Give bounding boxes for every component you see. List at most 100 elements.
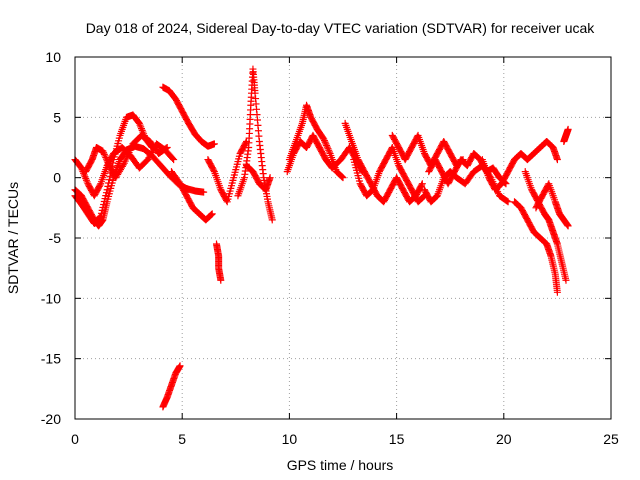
data-point <box>504 198 512 206</box>
data-point <box>99 203 107 211</box>
data-point <box>553 288 561 296</box>
x-tick-label: 5 <box>178 431 186 447</box>
data-point <box>210 166 218 174</box>
data-point <box>419 193 427 201</box>
x-tick-label: 25 <box>603 431 619 447</box>
data-point <box>322 140 330 148</box>
y-tick-label: 10 <box>45 49 61 65</box>
data-point <box>210 140 218 148</box>
y-tick-label: 5 <box>53 109 61 125</box>
data-point <box>101 195 109 203</box>
series-arc-g <box>213 240 225 284</box>
series-arc-o <box>350 144 428 206</box>
data-point <box>99 147 107 155</box>
axis-ticks <box>74 56 612 420</box>
data-point <box>97 212 105 220</box>
grid <box>75 57 611 419</box>
data-point <box>418 181 426 189</box>
data-point <box>564 125 572 133</box>
series-arc-w <box>560 125 572 145</box>
data-point <box>503 197 511 205</box>
data-point <box>102 154 110 162</box>
data-point <box>102 189 110 197</box>
series-arc-k <box>159 362 184 411</box>
series-arc-c <box>71 140 178 200</box>
data-point <box>162 144 170 152</box>
data-point <box>105 179 113 187</box>
data-point <box>100 150 108 158</box>
x-tick-label: 20 <box>496 431 512 447</box>
x-tick-labels: 0 5 10 15 20 25 <box>71 431 619 447</box>
data-point <box>200 188 208 196</box>
data-point <box>324 145 332 153</box>
data-point <box>169 154 177 162</box>
data-point <box>268 216 276 224</box>
series-arc-n <box>341 119 426 206</box>
data-point <box>104 182 112 190</box>
data-marks <box>71 65 572 411</box>
data-point <box>553 156 561 164</box>
data-point <box>98 206 106 214</box>
data-point <box>100 200 108 208</box>
series-arc-t <box>521 168 570 284</box>
x-axis-title: GPS time / hours <box>287 457 394 473</box>
data-point <box>105 160 113 168</box>
data-point <box>320 135 328 143</box>
y-tick-label: 0 <box>53 170 61 186</box>
data-point <box>104 158 112 166</box>
data-point <box>170 156 178 164</box>
y-tick-labels: -20 -15 -10 -5 0 5 10 <box>41 49 61 427</box>
data-point <box>100 149 108 157</box>
data-point <box>338 173 346 181</box>
data-point <box>223 196 231 204</box>
y-tick-label: -20 <box>41 411 61 427</box>
data-point <box>208 210 216 218</box>
data-point <box>119 161 127 169</box>
data-point <box>208 211 216 219</box>
data-point <box>96 181 104 189</box>
data-point <box>418 180 426 188</box>
data-point <box>320 137 328 145</box>
series-arc-d <box>82 131 171 182</box>
data-point <box>100 198 108 206</box>
series-arc-s <box>478 137 561 194</box>
chart-title: Day 018 of 2024, Sidereal Day-to-day VTE… <box>86 20 596 36</box>
series-arc-h <box>204 137 251 206</box>
series-arc-f <box>167 168 216 224</box>
data-point <box>323 143 331 151</box>
data-point <box>325 148 333 156</box>
data-point <box>163 144 171 151</box>
series-arc-i <box>234 65 276 224</box>
data-point <box>176 362 184 370</box>
series-arc-u <box>511 198 561 296</box>
data-point <box>217 276 225 284</box>
data-point <box>325 146 333 154</box>
series-arc-v <box>532 180 572 230</box>
y-tick-label: -5 <box>49 230 62 246</box>
data-point <box>321 138 329 146</box>
series-arc-j <box>243 162 274 194</box>
data-point <box>266 174 274 182</box>
data-point <box>101 152 109 160</box>
data-point <box>96 213 104 221</box>
data-point <box>95 214 103 222</box>
series-arc-l <box>285 101 347 182</box>
series-arc-e <box>159 83 218 150</box>
y-axis-title: SDTVAR / TECUs <box>5 182 21 294</box>
data-point <box>562 276 570 284</box>
data-point <box>564 222 572 230</box>
y-tick-label: -15 <box>41 351 61 367</box>
data-point <box>102 155 110 163</box>
data-point <box>103 186 111 194</box>
data-point <box>338 172 346 180</box>
data-point <box>103 157 111 165</box>
data-point <box>207 211 215 219</box>
y-tick-label: -10 <box>41 290 61 306</box>
data-point <box>97 209 105 217</box>
x-tick-label: 0 <box>71 431 79 447</box>
data-point <box>102 192 110 200</box>
data-point <box>323 141 331 149</box>
data-point <box>339 174 347 182</box>
x-tick-label: 15 <box>389 431 405 447</box>
